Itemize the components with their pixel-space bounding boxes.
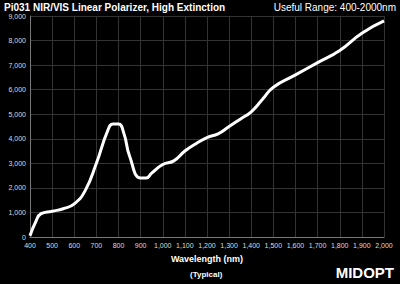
svg-text:1,700: 1,700 (309, 242, 327, 249)
svg-text:8,000: 8,000 (8, 37, 26, 44)
svg-text:3,000: 3,000 (8, 160, 26, 167)
svg-text:1,500: 1,500 (265, 242, 283, 249)
svg-text:1,400: 1,400 (242, 242, 260, 249)
svg-text:1,900: 1,900 (353, 242, 371, 249)
svg-text:4,000: 4,000 (8, 135, 26, 142)
svg-text:400: 400 (24, 242, 36, 249)
svg-text:800: 800 (113, 242, 125, 249)
svg-text:9,000: 9,000 (8, 13, 26, 20)
svg-text:1,300: 1,300 (220, 242, 238, 249)
svg-text:5,000: 5,000 (8, 111, 26, 118)
svg-text:2,000: 2,000 (375, 242, 393, 249)
svg-text:1,000: 1,000 (8, 209, 26, 216)
svg-text:MIDOPT: MIDOPT (336, 264, 394, 281)
svg-text:1,200: 1,200 (198, 242, 216, 249)
svg-text:1,100: 1,100 (176, 242, 194, 249)
svg-text:1,600: 1,600 (287, 242, 305, 249)
svg-text:Pi031 NIR/VIS Linear Polarizer: Pi031 NIR/VIS Linear Polarizer, High Ext… (4, 2, 225, 13)
svg-text:(Typical): (Typical) (190, 270, 223, 279)
svg-text:2,000: 2,000 (8, 184, 26, 191)
svg-text:Useful Range: 400-2000nm: Useful Range: 400-2000nm (274, 2, 396, 13)
svg-text:1,800: 1,800 (331, 242, 349, 249)
svg-text:900: 900 (135, 242, 147, 249)
svg-text:500: 500 (46, 242, 58, 249)
svg-text:600: 600 (68, 242, 80, 249)
svg-text:6,000: 6,000 (8, 86, 26, 93)
svg-text:Wavelength (nm): Wavelength (nm) (171, 254, 243, 264)
svg-text:700: 700 (91, 242, 103, 249)
svg-text:0: 0 (22, 234, 26, 241)
svg-text:7,000: 7,000 (8, 62, 26, 69)
svg-text:1,000: 1,000 (154, 242, 172, 249)
